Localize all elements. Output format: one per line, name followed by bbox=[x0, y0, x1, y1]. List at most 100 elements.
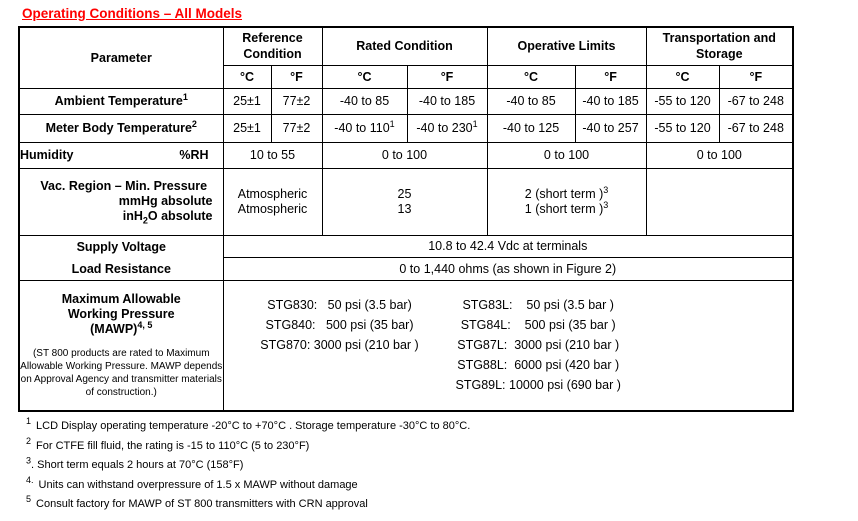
cell-ambient-trans-f: -67 to 248 bbox=[718, 87, 794, 115]
cell-vacuum-operative: 2 (short term )3 1 (short term )3 bbox=[486, 167, 647, 236]
value-line: Atmospheric bbox=[237, 201, 308, 216]
row-supply-voltage: Supply Voltage Load Resistance 10.8 to 4… bbox=[18, 234, 794, 281]
footnote-2: 2 For CTFE fill fluid, the rating is -15 … bbox=[26, 436, 858, 452]
footnote-marker: 3 bbox=[26, 455, 32, 466]
unit-header-rated-f: °F bbox=[406, 64, 488, 89]
unit-header-trans-c: °C bbox=[645, 64, 720, 89]
unit-header-oper-f: °F bbox=[574, 64, 647, 89]
cell-meter-oper-f: -40 to 257 bbox=[574, 113, 647, 143]
value-line: 13 bbox=[397, 201, 412, 216]
cell-ambient-ref-c: 25±1 bbox=[222, 87, 272, 115]
param-label-vacuum-region: Vac. Region – Min. Pressure mmHg absolut… bbox=[18, 167, 224, 236]
cell-meter-ref-c: 25±1 bbox=[222, 113, 272, 143]
value-text: 1 (short term ) bbox=[524, 201, 604, 216]
mawp-title-line: Maximum Allowable bbox=[61, 291, 181, 306]
param-label-mawp: Maximum Allowable Working Pressure (MAWP… bbox=[18, 279, 224, 412]
cell-ambient-ref-f: 77±2 bbox=[270, 87, 323, 115]
footnote-text: LCD Display operating temperature -20°C … bbox=[36, 420, 471, 432]
value-line: 25 bbox=[397, 186, 412, 201]
footnote-1: 1 LCD Display operating temperature -20°C… bbox=[26, 417, 858, 432]
cell-meter-trans-c: -55 to 120 bbox=[645, 113, 720, 143]
cell-ambient-rated-f: -40 to 185 bbox=[406, 87, 488, 115]
unit-header-ref-f: °F bbox=[270, 64, 323, 89]
footnote-ref: 4, 5 bbox=[137, 319, 153, 330]
footnote-ref: 2 bbox=[191, 118, 197, 129]
cell-supply-voltage-value: 10.8 to 42.4 Vdc at terminals bbox=[222, 234, 794, 258]
footnote-text: For CTFE fill fluid, the rating is -15 t… bbox=[36, 439, 310, 452]
cell-mawp-values: STG830: 50 psi (3.5 bar) STG840: 500 psi… bbox=[222, 279, 794, 412]
value-line: Atmospheric bbox=[237, 186, 308, 201]
cell-humidity-operative: 0 to 100 bbox=[486, 141, 647, 169]
footnote-marker: 4. bbox=[26, 474, 34, 485]
cell-vacuum-transport bbox=[645, 167, 794, 236]
humidity-unit: %RH bbox=[179, 148, 209, 162]
unit-header-trans-f: °F bbox=[718, 64, 794, 89]
column-header-transportation-storage: Transportation and Storage bbox=[645, 26, 794, 66]
cell-meter-rated-f: -40 to 2301 bbox=[406, 113, 488, 143]
value-line: 2 (short term )3 bbox=[488, 184, 645, 202]
label-text: inH bbox=[122, 209, 143, 223]
vacuum-unit-inh2o: inH2O absolute bbox=[20, 209, 222, 226]
cell-vacuum-reference: Atmospheric Atmospheric bbox=[222, 167, 323, 236]
cell-ambient-oper-f: -40 to 185 bbox=[574, 87, 647, 115]
value-text: -40 to 110 bbox=[334, 121, 390, 135]
supply-voltage-label: Supply Voltage bbox=[76, 239, 166, 254]
label-text: (MAWP) bbox=[90, 321, 138, 336]
load-resistance-label: Load Resistance bbox=[71, 261, 171, 276]
column-header-reference-condition: Reference Condition bbox=[222, 26, 323, 66]
footnote-ref: 3 bbox=[603, 184, 609, 195]
page-title: Operating Conditions – All Models bbox=[22, 6, 243, 21]
footnote-marker: 2 bbox=[26, 435, 32, 446]
value-line: 1 (short term )3 bbox=[488, 199, 645, 217]
column-header-rated-condition: Rated Condition bbox=[321, 26, 488, 66]
row-meter-body-temperature: Meter Body Temperature2 25±1 77±2 -40 to… bbox=[18, 113, 794, 143]
mawp-models-column-2: STG83L: 50 psi (3.5 bar ) STG84L: 500 ps… bbox=[455, 298, 621, 393]
cell-ambient-trans-c: -55 to 120 bbox=[645, 87, 720, 115]
footnote-text: Units can withstand overpressure of 1.5 … bbox=[38, 478, 358, 491]
footnote-ref: 3 bbox=[603, 199, 609, 210]
mawp-models-column-1: STG830: 50 psi (3.5 bar) STG840: 500 psi… bbox=[260, 298, 419, 353]
header-row-units: °C °F °C °F °C °F °C °F bbox=[19, 64, 794, 89]
footnote-3: 3. Short term equals 2 hours at 70°C (15… bbox=[26, 456, 858, 471]
footnote-ref: 1 bbox=[389, 118, 395, 129]
row-mawp: Maximum Allowable Working Pressure (MAWP… bbox=[18, 279, 794, 412]
cell-vacuum-rated: 25 13 bbox=[321, 167, 488, 236]
unit-header-ref-c: °C bbox=[222, 64, 272, 89]
subscript-text: 2 bbox=[142, 215, 148, 226]
param-label-supply-load: Supply Voltage Load Resistance bbox=[18, 234, 224, 281]
footnote-text: . Short term equals 2 hours at 70°C (158… bbox=[31, 459, 244, 471]
cell-humidity-transport: 0 to 100 bbox=[645, 141, 794, 169]
cell-meter-trans-f: -67 to 248 bbox=[718, 113, 794, 143]
footnote-4: 4. Units can withstand overpressure of 1.… bbox=[26, 475, 858, 491]
footnote-ref: 1 bbox=[472, 118, 478, 129]
row-vacuum-region: Vac. Region – Min. Pressure mmHg absolut… bbox=[18, 167, 794, 236]
mawp-note: (ST 800 products are rated to Maximum Al… bbox=[20, 347, 223, 398]
vacuum-title: Vac. Region – Min. Pressure bbox=[40, 179, 208, 193]
label-text: O absolute bbox=[147, 209, 213, 223]
footnote-marker: 1 bbox=[26, 416, 32, 427]
mawp-title-line: (MAWP)4, 5 bbox=[20, 319, 222, 337]
footnote-ref: 1 bbox=[182, 91, 188, 102]
cell-meter-rated-c: -40 to 1101 bbox=[321, 113, 408, 143]
cell-ambient-rated-c: -40 to 85 bbox=[321, 87, 408, 115]
cell-load-resistance-value: 0 to 1,440 ohms (as shown in Figure 2) bbox=[222, 257, 794, 281]
vacuum-unit-mmhg: mmHg absolute bbox=[118, 194, 213, 208]
param-label-ambient-temperature: Ambient Temperature1 bbox=[18, 87, 224, 115]
column-header-operative-limits: Operative Limits bbox=[486, 26, 647, 66]
unit-header-rated-c: °C bbox=[321, 64, 408, 89]
cell-humidity-rated: 0 to 100 bbox=[321, 141, 488, 169]
footnote-marker: 5 bbox=[26, 494, 32, 505]
row-humidity: Humidity %RH 10 to 55 0 to 100 0 to 100 … bbox=[18, 141, 794, 169]
cell-ambient-oper-c: -40 to 85 bbox=[486, 87, 576, 115]
row-ambient-temperature: Ambient Temperature1 25±1 77±2 -40 to 85… bbox=[18, 87, 794, 115]
cell-meter-oper-c: -40 to 125 bbox=[486, 113, 576, 143]
column-header-parameter: Parameter bbox=[18, 26, 224, 89]
footnote-text: Consult factory for MAWP of ST 800 trans… bbox=[36, 498, 368, 510]
param-label-humidity: Humidity %RH bbox=[18, 141, 224, 169]
operating-conditions-table: Parameter Reference Condition Rated Cond… bbox=[18, 26, 795, 412]
unit-header-oper-c: °C bbox=[486, 64, 576, 89]
cell-meter-ref-f: 77±2 bbox=[270, 113, 323, 143]
param-label-meter-body-temperature: Meter Body Temperature2 bbox=[18, 113, 224, 143]
header-row-groups: Parameter Reference Condition Rated Cond… bbox=[18, 26, 794, 89]
label-text: Meter Body Temperature bbox=[45, 121, 192, 135]
